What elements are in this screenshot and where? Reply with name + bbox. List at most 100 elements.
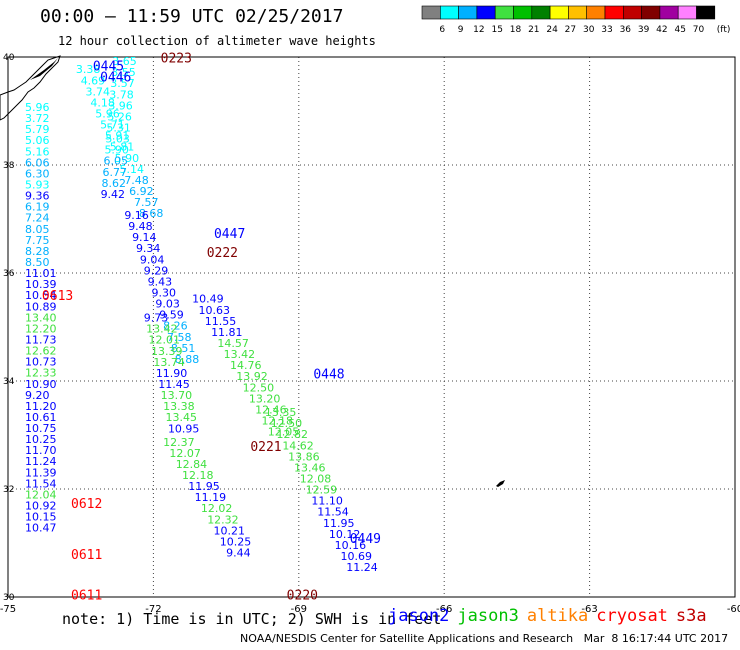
wave-height-value: 9.04 [140, 253, 165, 266]
wave-height-value: 12.05 [268, 426, 300, 439]
lat-tick-label: 30 [3, 593, 15, 603]
wave-height-value: 9.16 [124, 209, 149, 222]
track-0222: 9.169.489.149.349.049.299.439.309.039.59… [124, 209, 199, 366]
track-0448: 13.3512.5012.8214.6213.8613.4612.0812.59… [265, 406, 378, 574]
wave-height-value: 8.28 [25, 245, 50, 258]
lat-tick-label: 40 [3, 53, 15, 63]
wave-height-value: 6.19 [25, 201, 50, 214]
wave-height-value: 13.45 [166, 411, 198, 424]
color-swatch [568, 5, 588, 20]
wave-height-value: 3.74 [86, 85, 111, 98]
wave-height-value: 10.61 [25, 411, 57, 424]
wave-height-value: 10.90 [25, 378, 57, 391]
wave-height-value: 12.50 [271, 417, 303, 430]
wave-height-value: 11.95 [323, 517, 355, 530]
plot-border [7, 56, 736, 598]
wave-height-value: 11.19 [195, 491, 227, 504]
wave-height-value: 5.14 [119, 163, 143, 176]
color-swatch [476, 5, 496, 20]
satellite-s3a: s3a [675, 606, 707, 626]
wave-height-value: 7.75 [25, 234, 50, 247]
wave-height-value: 12.18 [261, 414, 293, 427]
wave-height-value: 12.46 [255, 403, 287, 416]
wave-height-value: 5.96 [95, 107, 120, 120]
wave-height-value: 5.03 [105, 133, 130, 146]
wave-height-value: 9.44 [226, 547, 251, 560]
color-scale-label: 24 [546, 25, 558, 35]
wave-height-value: 14.62 [282, 439, 314, 452]
wave-height-value: 12.02 [201, 502, 233, 515]
satellite-legend: jason2 jason3 altika cryosat s3a [388, 606, 715, 626]
color-swatch [531, 5, 551, 20]
wave-height-value: 12.84 [176, 458, 208, 471]
wave-height-value: 11.45 [158, 378, 190, 391]
pass-number-label: 0446 [100, 70, 131, 85]
wave-height-value: 11.10 [311, 495, 343, 508]
wave-height-value: 8.26 [163, 320, 188, 333]
wave-height-value: 10.15 [25, 511, 57, 524]
wave-height-value: 9.14 [132, 231, 157, 244]
track-0445: 3.384.693.744.185.965.715.915.815.905.14… [76, 63, 164, 220]
wave-height-value: 12.59 [306, 484, 338, 497]
wave-height-value: 12.01 [149, 334, 181, 347]
footnote: note: 1) Time is in UTC; 2) SWH is in fe… [62, 610, 442, 628]
color-scale-label: 12 [473, 25, 484, 35]
wave-height-value: 10.69 [340, 550, 372, 563]
color-scale-label: 18 [510, 25, 522, 35]
color-swatch [622, 5, 642, 20]
wave-height-value: 11.39 [25, 466, 57, 479]
map-subtitle: 12 hour collection of altimeter wave hei… [58, 34, 376, 48]
wave-height-value: 6.92 [129, 185, 154, 198]
wave-height-value: 4.69 [81, 74, 106, 87]
wave-height-value: 10.16 [335, 539, 367, 552]
wave-height-value: 5.96 [25, 101, 50, 114]
pass-number-label: 0447 [214, 227, 245, 242]
wave-height-value: 9.48 [128, 220, 153, 233]
lon-tick-label: -75 [0, 604, 16, 615]
wave-height-value: 10.89 [25, 300, 57, 313]
wave-height-value: 9.29 [144, 264, 169, 277]
color-swatch [439, 5, 459, 20]
color-scale-label: 36 [620, 25, 632, 35]
wave-height-value: 11.95 [188, 480, 220, 493]
wave-height-value: 5.81 [110, 141, 135, 154]
wave-height-value: 9.03 [155, 298, 180, 311]
satellite-cryosat: cryosat [596, 606, 668, 626]
wave-height-value: 5.06 [25, 134, 50, 147]
wave-height-value: 9.20 [25, 389, 50, 402]
track-0220: 12.3712.0712.8412.1811.9511.1912.0212.32… [163, 436, 251, 560]
color-swatch [659, 5, 679, 20]
satellite-jason3: jason3 [457, 606, 519, 626]
wave-height-value: 8.50 [25, 256, 50, 269]
color-scale-label: 30 [583, 25, 595, 35]
lon-tick-label: -60 [727, 604, 740, 615]
wave-height-value: 4.18 [90, 96, 115, 109]
wave-height-value: 5.90 [104, 144, 129, 157]
wave-height-value: 13.70 [161, 389, 193, 402]
wave-height-value: 11.54 [317, 506, 349, 519]
wave-height-value: 7.58 [167, 331, 192, 344]
wave-height-value: 9.43 [148, 275, 173, 288]
wave-height-value: 11.90 [156, 367, 188, 380]
lon-tick-label: -72 [145, 604, 161, 615]
wave-height-value: 13.92 [236, 370, 268, 383]
lat-tick-label: 32 [3, 485, 14, 495]
wave-height-value: 10.12 [329, 528, 361, 541]
wave-height-value: 5.16 [25, 145, 50, 158]
color-scale-label: 39 [638, 25, 650, 35]
color-scale-label: 45 [674, 25, 685, 35]
track-coast-west: 5.963.725.795.065.166.066.305.939.366.19… [25, 101, 57, 535]
wave-height-value: 9.42 [101, 188, 126, 201]
wave-height-value: 12.08 [300, 473, 332, 486]
wave-height-value: 3.38 [76, 63, 101, 76]
color-swatch [549, 5, 569, 20]
pass-number-label: 0221 [250, 440, 281, 455]
color-scale-label: 21 [528, 25, 539, 35]
wave-height-value: 6.06 [25, 156, 50, 169]
color-scale-label: 9 [458, 25, 464, 35]
wave-height-value: 10.63 [198, 304, 230, 317]
wave-height-value: 10.54 [25, 289, 57, 302]
pass-number-label: 0611 [71, 589, 102, 604]
wave-height-value: 11.01 [25, 267, 57, 280]
